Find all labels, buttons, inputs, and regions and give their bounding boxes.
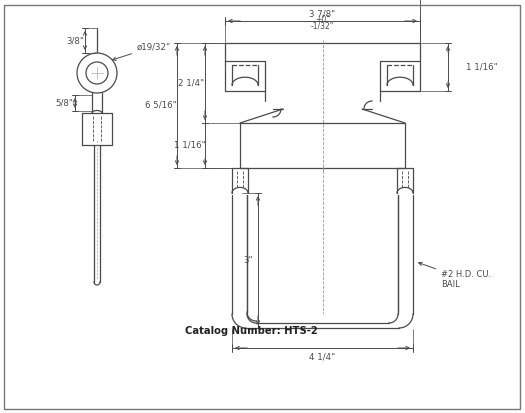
Text: Catalog Number: HTS-2: Catalog Number: HTS-2 bbox=[185, 326, 318, 336]
Text: -1/32": -1/32" bbox=[311, 21, 334, 31]
Text: 5/8": 5/8" bbox=[55, 98, 73, 107]
Text: 2 1/4": 2 1/4" bbox=[178, 78, 204, 88]
Text: 6 5/16": 6 5/16" bbox=[145, 101, 177, 110]
Text: 1 1/16": 1 1/16" bbox=[174, 141, 206, 150]
Text: +0": +0" bbox=[315, 16, 330, 24]
Text: ø19/32": ø19/32" bbox=[113, 42, 171, 60]
Text: 4 1/4": 4 1/4" bbox=[309, 353, 335, 361]
Text: #2 H.D. CU.
BAIL: #2 H.D. CU. BAIL bbox=[418, 262, 491, 289]
Text: 3 7/8": 3 7/8" bbox=[309, 9, 335, 19]
Text: 3": 3" bbox=[243, 256, 253, 265]
Text: 1 1/16": 1 1/16" bbox=[466, 62, 498, 71]
Text: 3/8": 3/8" bbox=[66, 36, 84, 45]
